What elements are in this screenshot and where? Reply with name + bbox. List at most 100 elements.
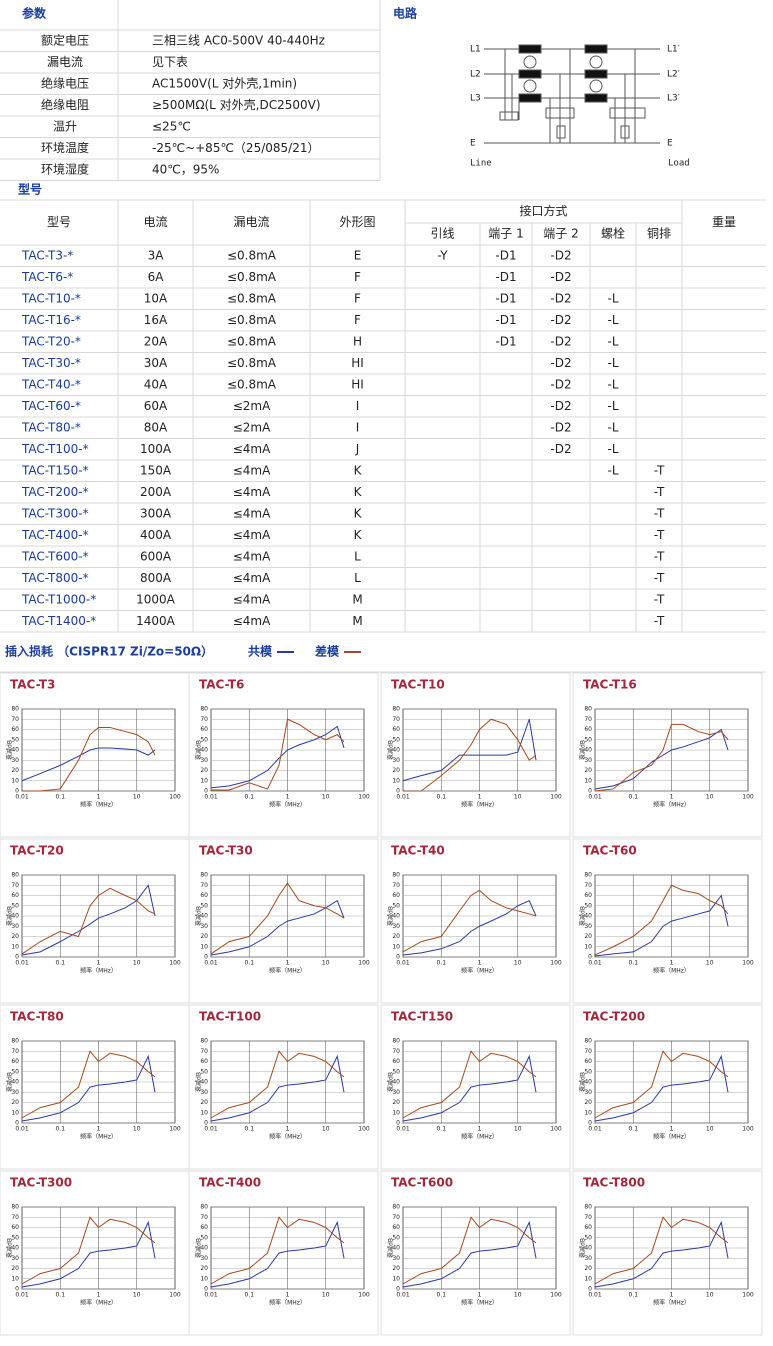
chart-cell (380, 1170, 571, 1336)
table-cell: ≤0.8mA (227, 335, 277, 349)
spec-value: 40℃，95% (152, 163, 219, 177)
x-tick-label: 100 (550, 1292, 562, 1299)
table-cell: ≤4mA (233, 507, 271, 521)
y-tick-label: 40 (200, 1079, 208, 1086)
y-tick-label: 0 (396, 788, 400, 795)
loss-curve (402, 1054, 537, 1122)
loss-chart: TAC-T400 0 10 20 30 40 50 60 70 80 0.01 0.1 1 10 100 频率… (188, 1170, 379, 1336)
y-tick-label: 10 (11, 1275, 19, 1282)
y-tick-label: 60 (200, 1058, 208, 1065)
x-tick-label: 10 (706, 960, 714, 967)
y-tick-label: 80 (11, 872, 19, 879)
y-tick-label: 20 (200, 1099, 208, 1106)
table-header: 铜排 (647, 226, 671, 241)
loss-curve (402, 889, 537, 953)
x-tick-label: 100 (358, 960, 370, 967)
y-tick-label: 50 (584, 1068, 592, 1075)
x-tick-label: 0.1 (436, 1292, 446, 1299)
table-header: 螺栓 (601, 226, 625, 241)
y-axis-title: 衰减dB (195, 1072, 203, 1092)
y-tick-label: 40 (584, 1245, 592, 1252)
table-cell: 1000A (136, 593, 176, 607)
y-tick-label: 30 (392, 1255, 400, 1262)
y-tick-label: 40 (11, 747, 19, 754)
y-tick-label: 50 (200, 902, 208, 909)
y-tick-label: 30 (11, 1089, 19, 1096)
y-tick-label: 80 (584, 872, 592, 879)
loss-curve (21, 1050, 156, 1119)
loss-chart: TAC-T3 0 10 20 30 40 50 60 70 80 0.01 0.1 1 10 100 频率（M… (0, 672, 190, 838)
table-cell: 60A (144, 399, 168, 413)
legend-label: 差模 (314, 644, 340, 659)
table-cell: I (356, 421, 360, 435)
chart-title: TAC-T200 (583, 1010, 645, 1024)
loss-chart: TAC-T40 0 10 20 30 40 50 60 70 80 0.01 0.1 1 10 100 频率（… (380, 838, 571, 1004)
model-name: TAC-T300-* (21, 507, 89, 521)
table-cell: -D2 (550, 442, 571, 456)
y-tick-label: 70 (200, 1048, 208, 1055)
y-axis-title: 衰减dB (387, 1238, 395, 1258)
x-axis-title: 频率（MHz） (461, 801, 498, 809)
y-tick-label: 50 (392, 1234, 400, 1241)
y-tick-label: 60 (392, 1058, 400, 1065)
y-tick-label: 60 (584, 1224, 592, 1231)
x-tick-label: 1 (97, 794, 101, 801)
y-tick-label: 40 (392, 747, 400, 754)
y-tick-label: 50 (584, 902, 592, 909)
table-cell: 40A (144, 378, 168, 392)
x-tick-label: 100 (550, 1126, 562, 1133)
y-tick-label: 20 (11, 767, 19, 774)
x-tick-label: 100 (742, 1292, 754, 1299)
y-axis-title: 衰减dB (387, 740, 395, 760)
table-cell: ≤0.8mA (227, 270, 277, 284)
y-tick-label: 50 (200, 1234, 208, 1241)
circuit-label: E (667, 139, 673, 149)
y-tick-label: 30 (584, 757, 592, 764)
y-tick-label: 80 (11, 1204, 19, 1211)
x-tick-label: 0.01 (588, 960, 602, 967)
y-tick-label: 70 (11, 1214, 19, 1221)
x-tick-label: 0.01 (15, 960, 29, 967)
table-cell: ≤0.8mA (227, 378, 277, 392)
x-axis-title: 频率（MHz） (653, 1299, 690, 1307)
table-cell: ≤2mA (233, 399, 271, 413)
chart-title: TAC-T400 (199, 1176, 261, 1190)
y-tick-label: 60 (11, 892, 19, 899)
model-name: TAC-T1000-* (21, 593, 96, 607)
x-tick-label: 1 (286, 1126, 290, 1133)
y-tick-label: 20 (392, 767, 400, 774)
x-tick-label: 1 (478, 1292, 482, 1299)
table-cell: 300A (140, 507, 172, 521)
y-axis-title: 衰减dB (579, 906, 587, 926)
x-tick-label: 0.01 (588, 1292, 602, 1299)
circuit-caption: Line (470, 159, 492, 169)
table-cell: E (354, 249, 362, 263)
table-header: 电流 (143, 215, 167, 229)
model-name: TAC-T600-* (21, 550, 89, 564)
y-tick-label: 60 (584, 726, 592, 733)
y-tick-label: 70 (584, 1048, 592, 1055)
loss-curve (21, 1220, 156, 1288)
x-tick-label: 0.01 (396, 1292, 410, 1299)
y-tick-label: 0 (588, 1120, 592, 1127)
section-title: 插入损耗 （CISPR17 Zi/Zo=50Ω） (5, 644, 213, 659)
x-axis-title: 频率（MHz） (461, 1133, 498, 1141)
y-tick-label: 20 (200, 767, 208, 774)
table-cell: -L (607, 335, 618, 349)
y-tick-label: 40 (392, 1245, 400, 1252)
x-axis-title: 频率（MHz） (269, 801, 306, 809)
y-tick-label: 20 (392, 1099, 400, 1106)
loss-curve (211, 718, 345, 791)
x-tick-label: 1 (97, 1292, 101, 1299)
x-tick-label: 10 (322, 1292, 330, 1299)
spec-value: -25℃~+85℃（25/085/21） (152, 141, 319, 155)
model-name: TAC-T60-* (21, 399, 81, 413)
table-cell: -D2 (550, 421, 571, 435)
y-tick-label: 10 (584, 777, 592, 784)
loss-curve (594, 1054, 729, 1122)
model-name: TAC-T100-* (21, 442, 89, 456)
spec-value: 见下表 (152, 55, 188, 69)
loss-curve (594, 1050, 729, 1119)
y-tick-label: 60 (11, 726, 19, 733)
table-cell: -T (654, 528, 665, 542)
